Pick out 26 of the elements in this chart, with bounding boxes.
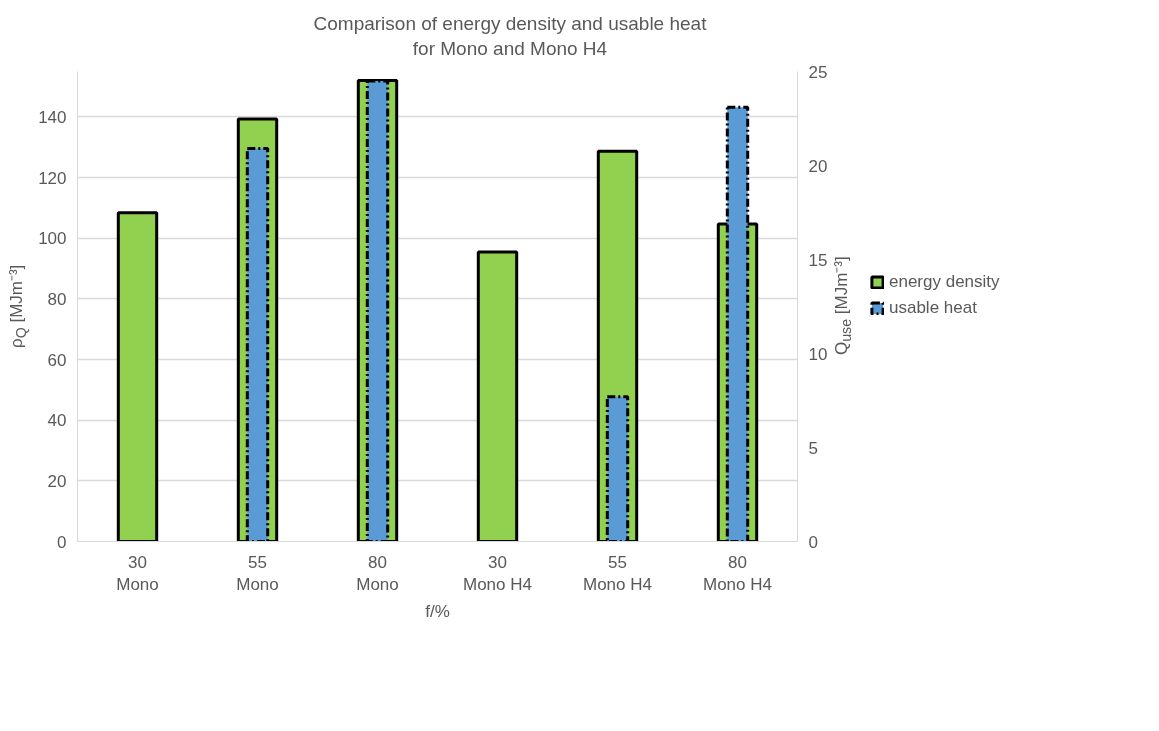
y-tick-label: 100: [38, 229, 67, 249]
y2-tick-label: 10: [808, 344, 828, 364]
chart-title: Comparison of energy density and usable heat for Mono and Mono H4: [313, 12, 707, 61]
bar: [116, 211, 159, 542]
y-tick-label: 120: [38, 169, 67, 188]
y-tick-label: 0: [57, 532, 67, 552]
x-tick-label: 80 Mono: [356, 552, 399, 595]
x-tick-label: 80 Mono H4: [703, 552, 772, 595]
x-axis-title: f/%: [425, 602, 450, 622]
y2-tick-label: 5: [808, 438, 818, 458]
x-tick-label: 55 Mono: [236, 552, 279, 595]
y2-tick-label: 15: [808, 250, 828, 270]
x-tick-label: 30 Mono H4: [463, 552, 532, 595]
legend-label: usable heat: [889, 297, 977, 318]
legend-label: energy density: [889, 271, 1000, 292]
y-tick-label: 40: [47, 411, 67, 431]
y-tick-label: 60: [47, 350, 67, 370]
y2-tick-label: 0: [808, 532, 818, 552]
y-tick-label: 80: [47, 290, 67, 310]
bar: [476, 250, 519, 542]
y2-tick-label: 20: [808, 156, 828, 176]
y2-tick-label: 25: [808, 62, 828, 82]
y-tick-label: 20: [47, 472, 67, 492]
x-tick-label: 30 Mono: [116, 552, 159, 595]
y-tick-label: 140: [38, 108, 67, 128]
x-tick-label: 55 Mono H4: [583, 552, 652, 595]
